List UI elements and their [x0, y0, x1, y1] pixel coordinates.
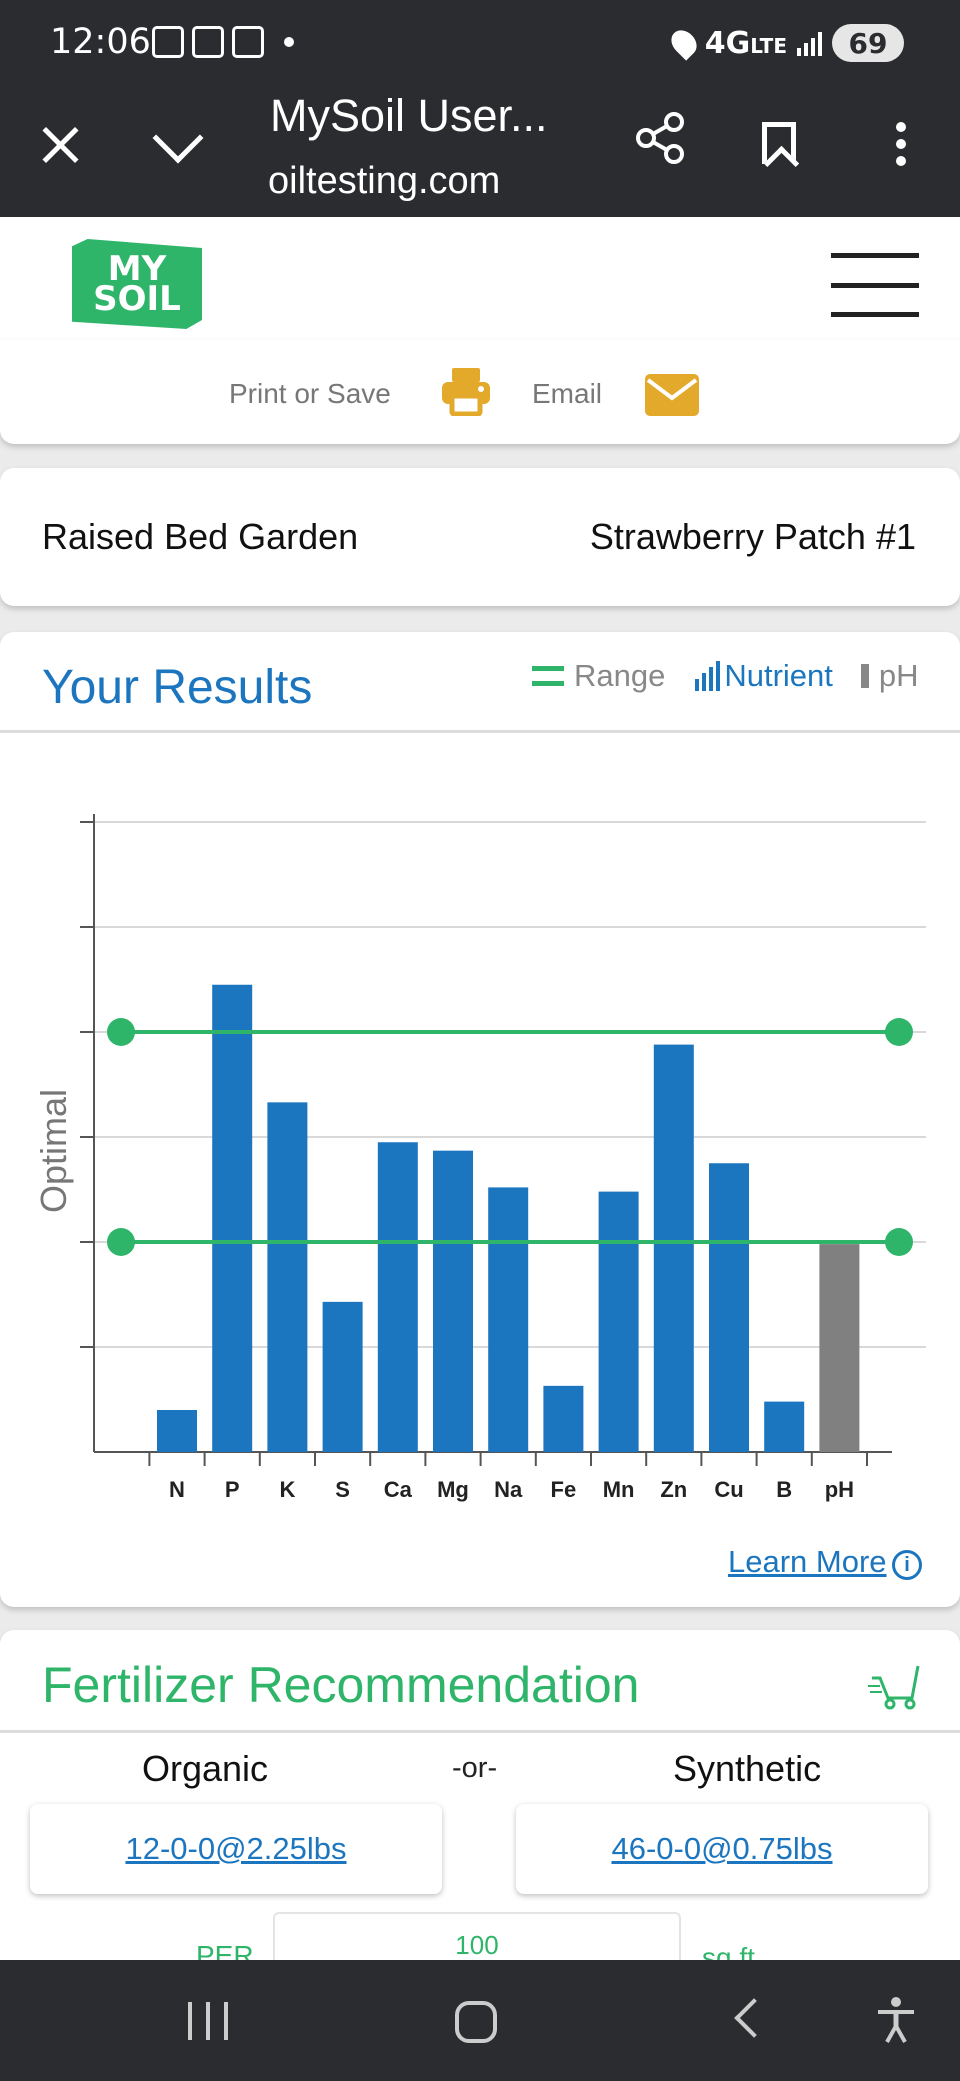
- status-indicators: 4GLTE 69: [666, 24, 904, 62]
- divider: [0, 1730, 960, 1733]
- or-label: -or-: [452, 1752, 498, 1784]
- notification-chart-icon: [192, 26, 224, 58]
- bar-na: [488, 1187, 529, 1452]
- synthetic-recommendation-button[interactable]: 46-0-0@0.75lbs: [516, 1804, 928, 1894]
- bar-mg: [433, 1150, 473, 1452]
- patch-name: Strawberry Patch #1: [589, 516, 916, 557]
- notification-icons: [152, 26, 294, 58]
- page-url[interactable]: oiltesting.com: [268, 160, 501, 202]
- notification-app-icon: [152, 26, 184, 58]
- menu-icon[interactable]: [831, 253, 919, 317]
- bar-ph: [819, 1244, 860, 1452]
- bar-n: [157, 1410, 197, 1452]
- range-handle-left: [107, 1018, 135, 1046]
- x-tick-label: pH: [825, 1477, 854, 1502]
- x-tick-label: Mn: [603, 1477, 635, 1502]
- x-tick-label: Na: [494, 1477, 523, 1502]
- ph-legend-icon: [860, 664, 869, 688]
- back-button[interactable]: [734, 1998, 774, 2038]
- bookmark-icon[interactable]: [762, 122, 796, 164]
- bar-b: [764, 1401, 805, 1452]
- sample-location-card: Raised Bed Garden Strawberry Patch #1: [0, 468, 960, 606]
- email-label[interactable]: Email: [532, 378, 603, 409]
- more-options-icon[interactable]: [896, 122, 906, 166]
- legend-nutrient-label: Nutrient: [724, 658, 833, 693]
- x-tick-label: S: [335, 1477, 350, 1502]
- share-icon[interactable]: [632, 110, 688, 166]
- nutrient-legend-icon: [695, 661, 721, 691]
- signal-icon: [797, 30, 822, 56]
- print-label[interactable]: Print or Save: [229, 378, 391, 409]
- legend-range-label: Range: [574, 658, 666, 693]
- garden-name: Raised Bed Garden: [42, 516, 359, 557]
- results-title: Your Results: [42, 661, 313, 714]
- range-handle-right: [885, 1228, 913, 1256]
- learn-more-link[interactable]: Learn More: [728, 1544, 887, 1579]
- notification-dot-icon: [284, 37, 294, 47]
- chevron-down-icon[interactable]: [152, 112, 204, 164]
- printer-icon[interactable]: [440, 366, 492, 416]
- x-tick-label: Mg: [437, 1477, 469, 1502]
- organic-label: Organic: [142, 1748, 269, 1789]
- x-tick-label: Ca: [384, 1477, 413, 1502]
- bar-ca: [377, 1142, 418, 1452]
- legend-ph-label: pH: [878, 658, 919, 693]
- cart-icon[interactable]: [866, 1654, 922, 1710]
- bar-mn: [598, 1191, 639, 1452]
- system-nav-bar: [0, 1960, 960, 2081]
- status-time: 12:06: [50, 22, 151, 62]
- battery-indicator: 69: [832, 24, 904, 62]
- organic-recommendation-button[interactable]: 12-0-0@2.25lbs: [30, 1804, 442, 1894]
- browser-toolbar: MySoil User... oiltesting.com: [0, 90, 960, 217]
- recent-apps-button[interactable]: [188, 2002, 228, 2040]
- x-tick-label: N: [169, 1477, 185, 1502]
- results-card: Your Results Range Nutrient pH Optimal N P…: [0, 632, 960, 1607]
- network-subtype: LTE: [750, 33, 787, 58]
- bar-fe: [543, 1385, 584, 1452]
- location-icon: [666, 25, 702, 61]
- x-tick-label: B: [776, 1477, 792, 1502]
- notification-calendar-icon: [232, 26, 264, 58]
- close-tab-button[interactable]: [40, 124, 80, 164]
- x-tick-label: P: [225, 1477, 240, 1502]
- report-actions-card: Print or Save Email: [0, 340, 960, 444]
- bar-p: [212, 984, 253, 1452]
- bar-zn: [653, 1044, 694, 1452]
- page-title: MySoil User...: [270, 90, 548, 141]
- network-type: 4G: [704, 25, 751, 61]
- micronutrients-label: | Micronutrients: [561, 1527, 806, 1532]
- x-tick-label: Fe: [551, 1477, 577, 1502]
- range-legend-icon: [532, 666, 564, 686]
- bar-s: [322, 1301, 363, 1452]
- envelope-icon[interactable]: [645, 374, 699, 416]
- status-bar: 12:06 4GLTE 69: [0, 0, 960, 90]
- x-tick-label: Cu: [714, 1477, 743, 1502]
- mysoil-logo[interactable]: MY SOIL: [72, 239, 202, 329]
- x-tick-label: K: [279, 1477, 295, 1502]
- bar-k: [267, 1102, 308, 1452]
- macronutrients-label: Macronutrients: [231, 1527, 469, 1532]
- info-icon[interactable]: i: [892, 1550, 922, 1580]
- range-handle-right: [885, 1018, 913, 1046]
- chart-legend: Range Nutrient pH: [532, 658, 919, 694]
- range-handle-left: [107, 1228, 135, 1256]
- x-tick-label: Zn: [660, 1477, 687, 1502]
- synthetic-label: Synthetic: [673, 1748, 822, 1789]
- bar-cu: [709, 1163, 749, 1452]
- divider: [0, 730, 960, 733]
- accessibility-icon[interactable]: [876, 1996, 916, 2044]
- y-axis-label: Optimal: [33, 1089, 74, 1213]
- nutrient-chart: Optimal N P K S Ca Mg Na Fe Mn Zn Cu BpH Macronutrien…: [33, 814, 926, 1532]
- fertilizer-title: Fertilizer Recommendation: [42, 1657, 640, 1713]
- site-header: MY SOIL: [0, 217, 960, 353]
- home-button[interactable]: [455, 2001, 497, 2043]
